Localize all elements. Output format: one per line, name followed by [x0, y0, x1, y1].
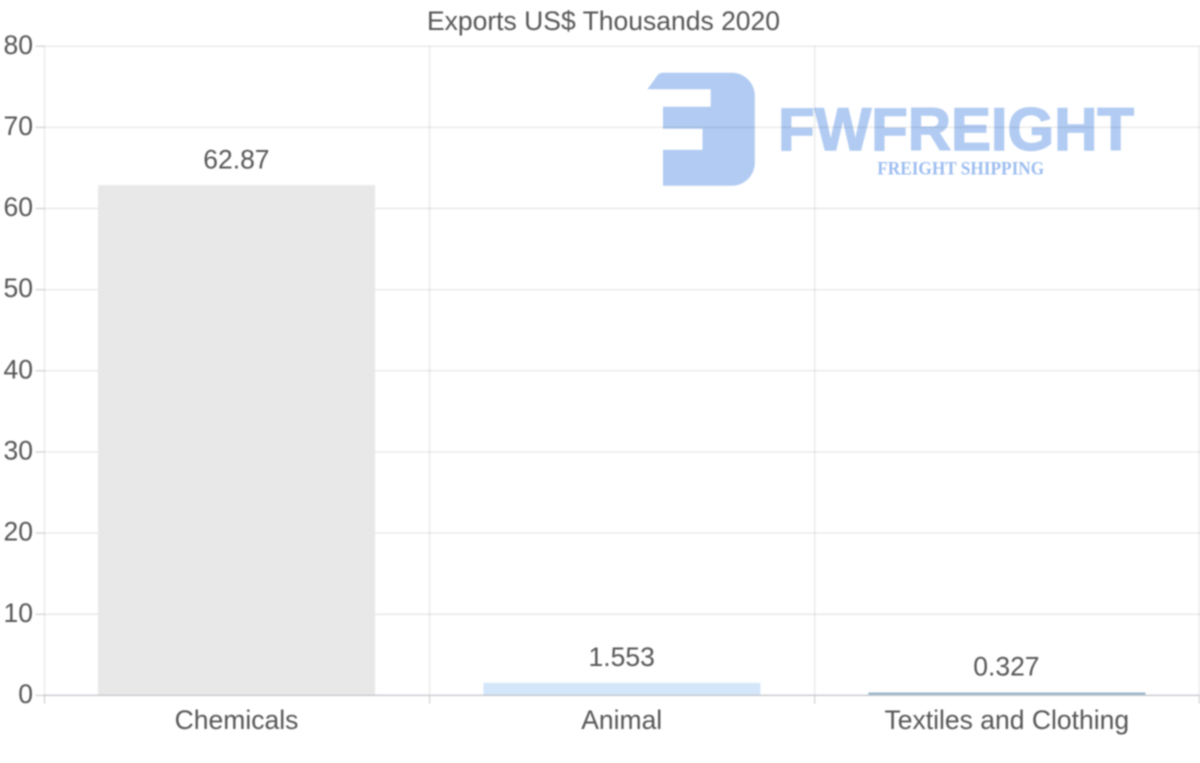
svg-text:Exports US$ Thousands 2020: Exports US$ Thousands 2020	[427, 6, 780, 36]
svg-text:Animal: Animal	[581, 705, 662, 735]
svg-text:Textiles and Clothing: Textiles and Clothing	[885, 705, 1130, 735]
svg-text:10: 10	[4, 598, 33, 628]
svg-text:0: 0	[18, 679, 33, 709]
svg-text:Chemicals: Chemicals	[175, 705, 299, 735]
svg-text:30: 30	[4, 436, 33, 466]
svg-text:60: 60	[4, 192, 33, 222]
svg-text:50: 50	[4, 273, 33, 303]
svg-text:FWFREIGHT: FWFREIGHT	[778, 96, 1134, 163]
svg-text:62.87: 62.87	[203, 144, 269, 174]
svg-text:1.553: 1.553	[589, 642, 655, 672]
svg-text:80: 80	[4, 30, 33, 60]
svg-text:FREIGHT SHIPPING: FREIGHT SHIPPING	[877, 159, 1044, 180]
svg-text:40: 40	[4, 354, 33, 384]
svg-text:0.327: 0.327	[973, 652, 1039, 682]
svg-text:20: 20	[4, 517, 33, 547]
svg-text:70: 70	[4, 111, 33, 141]
